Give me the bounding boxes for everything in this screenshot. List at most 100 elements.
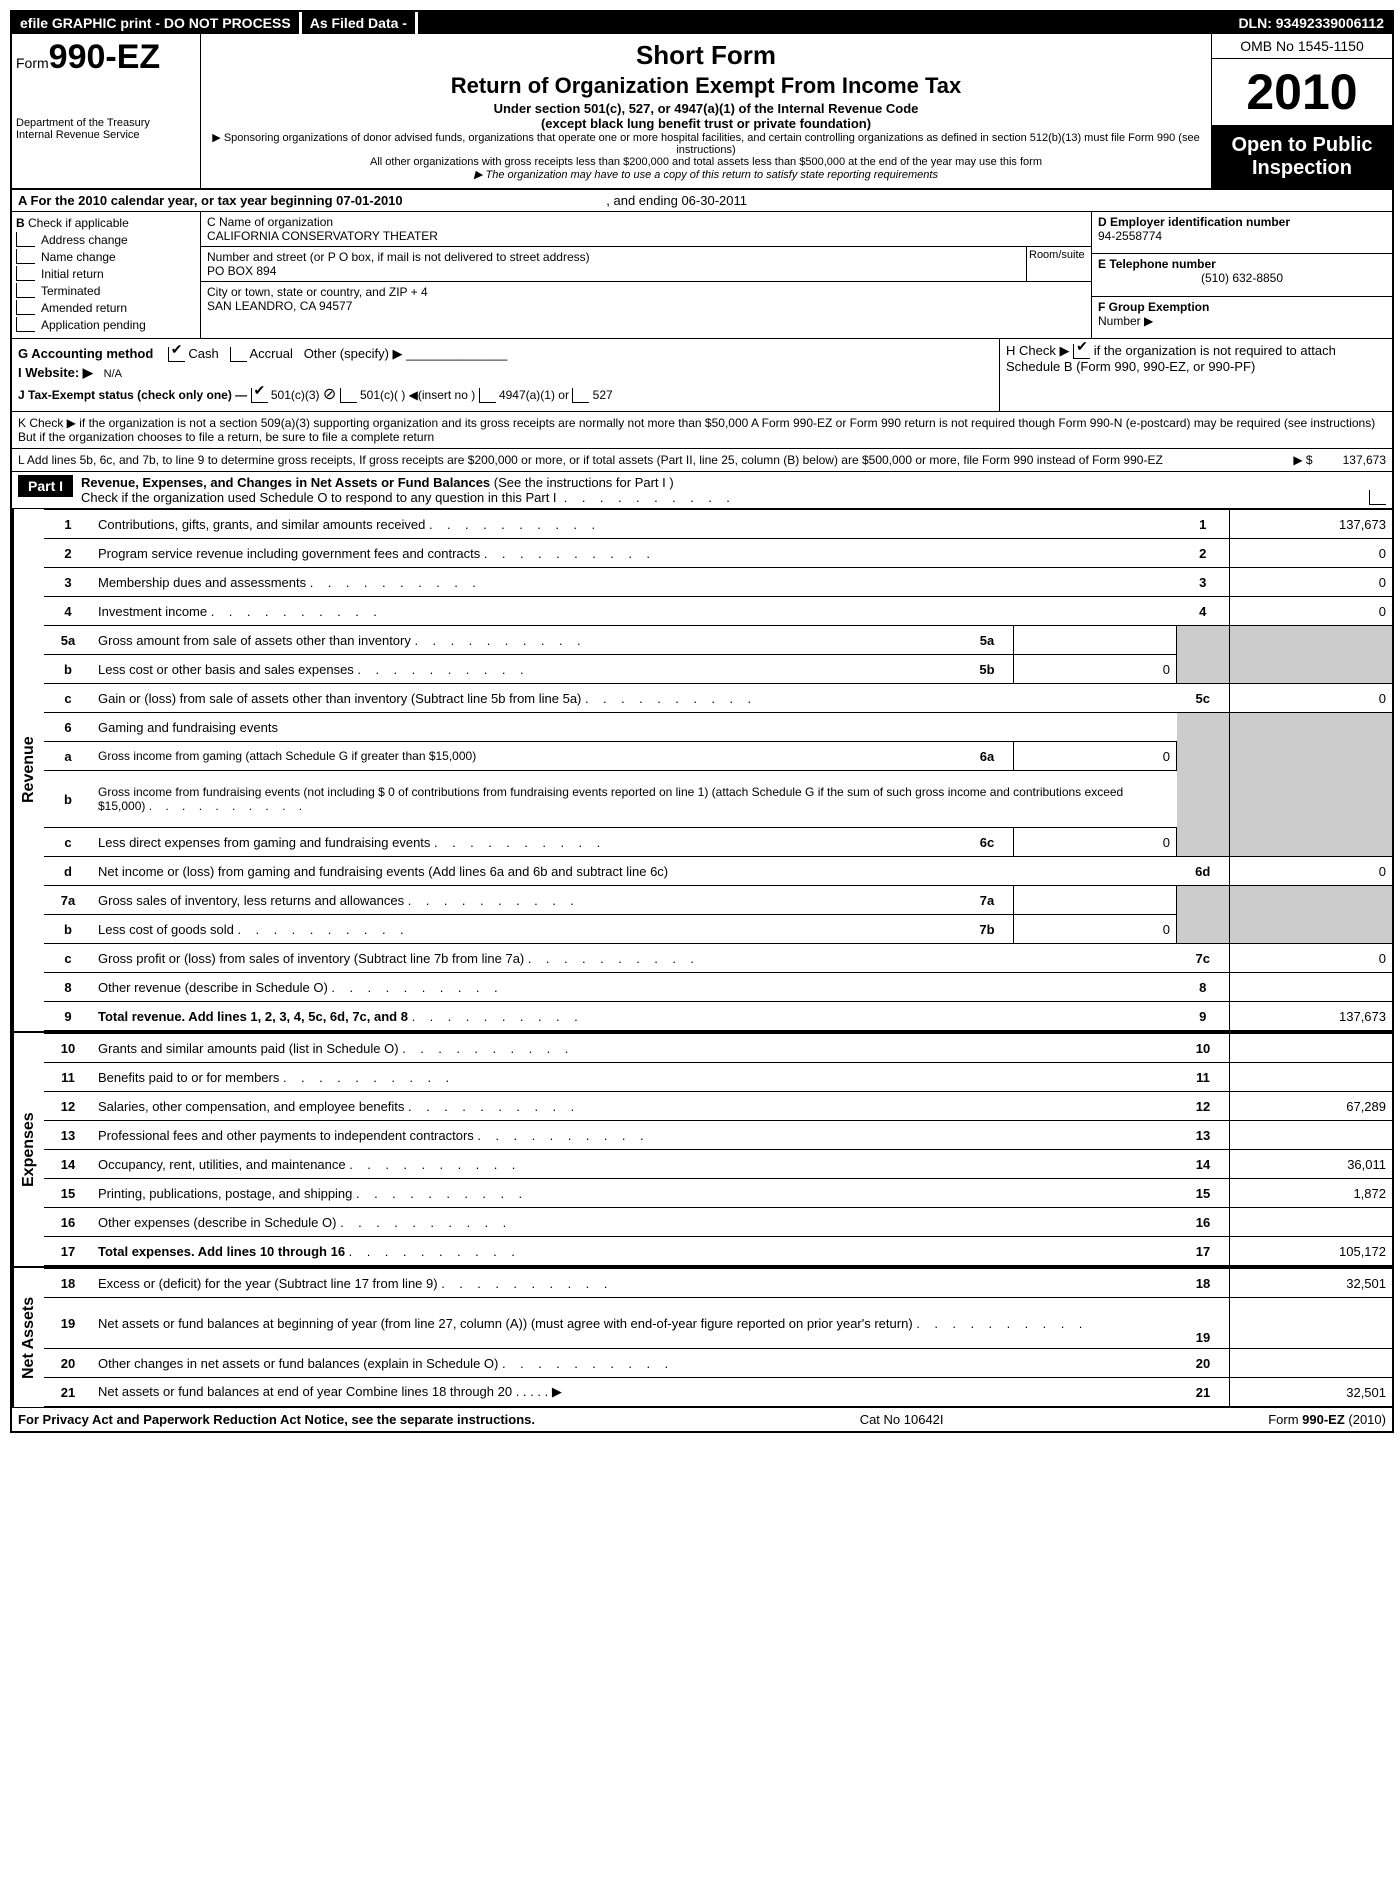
expenses-table: 10Grants and similar amounts paid (list … <box>44 1033 1392 1266</box>
line-num: 6 <box>44 713 92 742</box>
cb-initial-return[interactable]: Initial return <box>16 266 196 281</box>
line-num: c <box>44 684 92 713</box>
row-a-label: A For the 2010 calendar year, or tax yea… <box>18 193 403 208</box>
net-assets-side-label: Net Assets <box>12 1268 44 1407</box>
501c3-checkbox[interactable] <box>251 388 268 403</box>
line-16: 16Other expenses (describe in Schedule O… <box>44 1208 1392 1237</box>
checkbox-icon[interactable] <box>16 317 35 332</box>
col-c-org-info: C Name of organization CALIFORNIA CONSER… <box>201 212 1091 338</box>
sub-val: 0 <box>1014 655 1177 684</box>
right-num: 14 <box>1177 1150 1230 1179</box>
j-opt4: 527 <box>593 388 613 402</box>
dln: DLN: 93492339006112 <box>1230 12 1392 34</box>
527-checkbox[interactable] <box>572 388 589 403</box>
line-4: 4Investment income40 <box>44 597 1392 626</box>
4947-checkbox[interactable] <box>479 388 496 403</box>
cb-pending[interactable]: Application pending <box>16 317 196 332</box>
revenue-table: 1Contributions, gifts, grants, and simil… <box>44 509 1392 1031</box>
line-num: 12 <box>44 1092 92 1121</box>
row-a-tax-year: A For the 2010 calendar year, or tax yea… <box>12 190 1392 212</box>
l-right: ▶ $ 137,673 <box>1186 453 1386 467</box>
value: 137,673 <box>1230 510 1393 539</box>
line-desc: Gross profit or (loss) from sales of inv… <box>92 944 1177 973</box>
desc-text: Less direct expenses from gaming and fun… <box>98 835 430 850</box>
form-number-text: 990-EZ <box>49 38 161 76</box>
sub-val: 0 <box>1014 915 1177 944</box>
right-num: 20 <box>1177 1349 1230 1378</box>
accrual-checkbox[interactable] <box>230 347 247 362</box>
cash-checkbox[interactable] <box>168 347 185 362</box>
desc-text: Gain or (loss) from sale of assets other… <box>98 691 581 706</box>
line-desc: Gross amount from sale of assets other t… <box>92 626 961 655</box>
row-a-ending: , and ending 06-30-2011 <box>606 193 747 208</box>
cb-name-change[interactable]: Name change <box>16 249 196 264</box>
note3: ▶ The organization may have to use a cop… <box>209 168 1203 181</box>
line-desc: Gross income from fundraising events (no… <box>92 771 1177 828</box>
line-20: 20 Other changes in net assets or fund ba… <box>44 1349 1392 1378</box>
note1: ▶ Sponsoring organizations of donor advi… <box>209 131 1203 156</box>
checkbox-icon[interactable] <box>16 232 35 247</box>
line-desc: Total expenses. Add lines 10 through 16 <box>92 1237 1177 1266</box>
right-num: 2 <box>1177 539 1230 568</box>
sub-val: 0 <box>1014 828 1177 857</box>
value: 137,673 <box>1230 1002 1393 1031</box>
checkbox-icon[interactable] <box>16 300 35 315</box>
desc-text: Gross amount from sale of assets other t… <box>98 633 411 648</box>
right-num: 19 <box>1177 1298 1230 1349</box>
line-desc: Less cost of goods sold <box>92 915 961 944</box>
cb-label: Address change <box>41 233 128 247</box>
dots <box>480 546 650 561</box>
line-desc: Printing, publications, postage, and shi… <box>92 1179 1177 1208</box>
cb-terminated[interactable]: Terminated <box>16 283 196 298</box>
line-desc: Net assets or fund balances at beginning… <box>92 1298 1177 1349</box>
cat-number: Cat No 10642I <box>860 1412 944 1427</box>
row-gijh: G Accounting method Cash Accrual Other (… <box>12 339 1392 412</box>
desc-text: Net income or (loss) from gaming and fun… <box>98 864 668 879</box>
gij-left: G Accounting method Cash Accrual Other (… <box>12 339 999 411</box>
dots <box>913 1316 1083 1331</box>
line-num: c <box>44 944 92 973</box>
line-7a: 7aGross sales of inventory, less returns… <box>44 886 1392 915</box>
cb-amended[interactable]: Amended return <box>16 300 196 315</box>
right-num: 17 <box>1177 1237 1230 1266</box>
efile-notice: efile GRAPHIC print - DO NOT PROCESS <box>12 12 299 34</box>
line-desc: Salaries, other compensation, and employ… <box>92 1092 1177 1121</box>
city-label: City or town, state or country, and ZIP … <box>207 285 428 299</box>
checkbox-icon[interactable] <box>16 249 35 264</box>
expense-lines: 10Grants and similar amounts paid (list … <box>44 1033 1392 1266</box>
i-website: I Website: ▶ N/A <box>18 365 993 381</box>
right-num: 3 <box>1177 568 1230 597</box>
501c-checkbox[interactable] <box>340 388 357 403</box>
right-num: 1 <box>1177 510 1230 539</box>
website-value: N/A <box>104 368 122 380</box>
checkbox-icon[interactable] <box>16 283 35 298</box>
line-num: 11 <box>44 1063 92 1092</box>
h-checkbox[interactable] <box>1073 344 1090 359</box>
j-opt1: 501(c)(3) <box>271 388 320 402</box>
line-21: 21Net assets or fund balances at end of … <box>44 1378 1392 1407</box>
line-15: 15Printing, publications, postage, and s… <box>44 1179 1392 1208</box>
form-header: Form990-EZ Department of the Treasury In… <box>12 34 1392 190</box>
dots <box>279 1070 449 1085</box>
grey-cell <box>1230 886 1393 944</box>
line-desc: Net assets or fund balances at end of ye… <box>92 1378 1177 1407</box>
cb-address-change[interactable]: Address change <box>16 232 196 247</box>
cb-label: Initial return <box>41 267 104 281</box>
row-l: L Add lines 5b, 6c, and 7b, to line 9 to… <box>12 449 1392 472</box>
irs-label: Internal Revenue Service <box>16 129 196 141</box>
right-num: 9 <box>1177 1002 1230 1031</box>
line-num: 14 <box>44 1150 92 1179</box>
addr-left: Number and street (or P O box, if mail i… <box>201 247 1027 281</box>
checkbox-icon[interactable] <box>16 266 35 281</box>
revenue-section: Revenue 1Contributions, gifts, grants, a… <box>12 509 1392 1031</box>
desc-text: Program service revenue including govern… <box>98 546 480 561</box>
line-desc: Professional fees and other payments to … <box>92 1121 1177 1150</box>
privacy-notice: For Privacy Act and Paperwork Reduction … <box>18 1412 535 1427</box>
revenue-side-label: Revenue <box>12 509 44 1031</box>
desc-text: Other changes in net assets or fund bala… <box>98 1356 498 1371</box>
d-label: D Employer identification number <box>1098 215 1290 229</box>
value <box>1230 1208 1393 1237</box>
f-label2: Number ▶ <box>1098 314 1153 328</box>
part1-checkbox[interactable] <box>1369 490 1386 505</box>
desc-text: Gross profit or (loss) from sales of inv… <box>98 951 524 966</box>
